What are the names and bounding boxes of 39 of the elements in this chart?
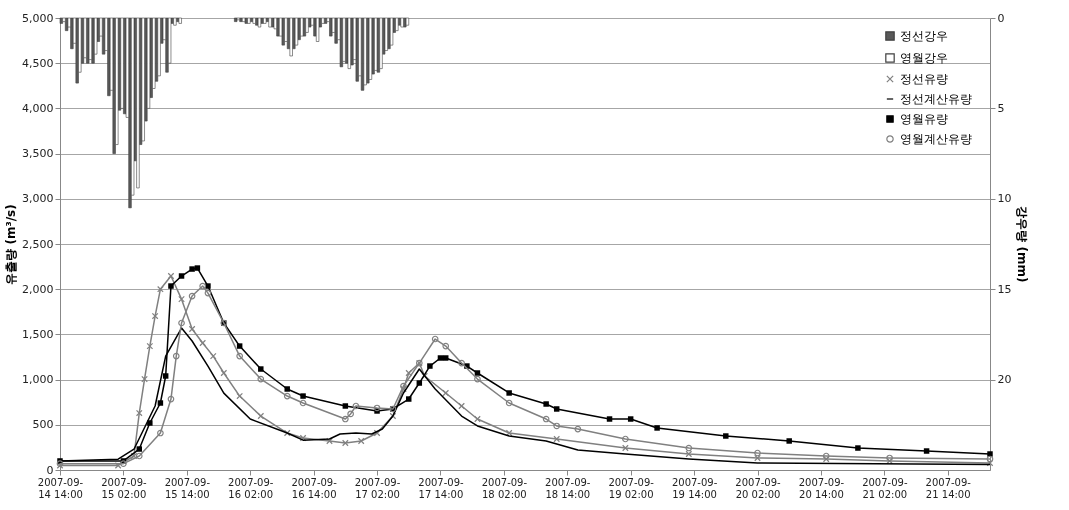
y-tick-label: 1,000 (22, 373, 54, 387)
y2-tick-label: 0 (997, 11, 1005, 25)
x-tick-label: 2007-09- 17 14:00 (418, 476, 465, 500)
y2-tick-label: 15 (997, 282, 1012, 296)
x-tick-label: 2007-09- 20 02:00 (735, 476, 782, 500)
x-tick-label: 2007-09- 16 02:00 (228, 476, 274, 500)
x-tick-label: 2007-09- 20 14:00 (798, 476, 845, 500)
x-tick-label: 2007-09- 19 14:00 (671, 476, 718, 500)
y-tick-label: 0 (46, 463, 54, 477)
y2-axis-title: 강우량 (mm) (1015, 206, 1030, 283)
y-tick-label: 3,000 (22, 192, 54, 206)
y2-tick-label: 5 (997, 101, 1005, 115)
legend-label: 영월유량 (900, 112, 948, 126)
x-tick-label: 2007-09- 21 02:00 (862, 476, 908, 500)
legend-label: 영월강우 (900, 51, 948, 65)
y-tick-label: 4,000 (22, 101, 54, 115)
y-tick-label: 2,500 (22, 237, 54, 251)
x-tick-label: 2007-09- 21 14:00 (925, 476, 972, 500)
y-tick-label: 1,500 (22, 327, 54, 341)
x-tick-label: 2007-09- 18 02:00 (481, 476, 528, 500)
y-tick-label: 4,500 (22, 56, 54, 70)
x-tick-label: 2007-09- 15 14:00 (164, 476, 211, 500)
legend-label: 정선계산유량 (900, 92, 972, 106)
y-axis-title: 유출량 (m³/s) (4, 204, 19, 285)
y-tick-label: 5,000 (22, 11, 54, 25)
legend-label: 정선강우 (900, 29, 948, 43)
y2-tick-label: 20 (997, 373, 1012, 387)
x-tick-label: 2007-09- 17 02:00 (354, 476, 401, 500)
y-tick-label: 2,000 (22, 282, 54, 296)
x-tick-label: 2007-09- 15 02:00 (101, 476, 147, 500)
y-tick-label: 3,500 (22, 147, 54, 161)
y2-tick-label: 10 (997, 192, 1012, 206)
y-tick-label: 500 (32, 418, 54, 432)
x-tick-label: 2007-09- 19 02:00 (608, 476, 655, 500)
legend-label: 정선유량 (900, 72, 948, 86)
legend-label: 영월계산유량 (900, 132, 972, 146)
x-tick-label: 2007-09- 18 14:00 (545, 476, 591, 500)
x-tick-label: 2007-09- 16 14:00 (291, 476, 338, 500)
x-tick-label: 2007-09- 14 14:00 (37, 476, 84, 500)
